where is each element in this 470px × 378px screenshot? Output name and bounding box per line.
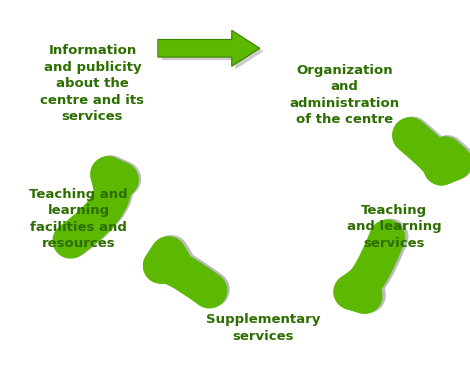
Text: Information
and publicity
about the
centre and its
services: Information and publicity about the cent… — [40, 45, 144, 124]
Text: Supplementary
services: Supplementary services — [206, 313, 320, 342]
FancyArrow shape — [158, 30, 260, 66]
FancyArrow shape — [162, 33, 264, 69]
Text: Teaching and
learning
facilities and
resources: Teaching and learning facilities and res… — [29, 188, 128, 250]
Text: Organization
and
administration
of the centre: Organization and administration of the c… — [290, 64, 400, 127]
Text: Teaching
and learning
services: Teaching and learning services — [346, 203, 441, 249]
